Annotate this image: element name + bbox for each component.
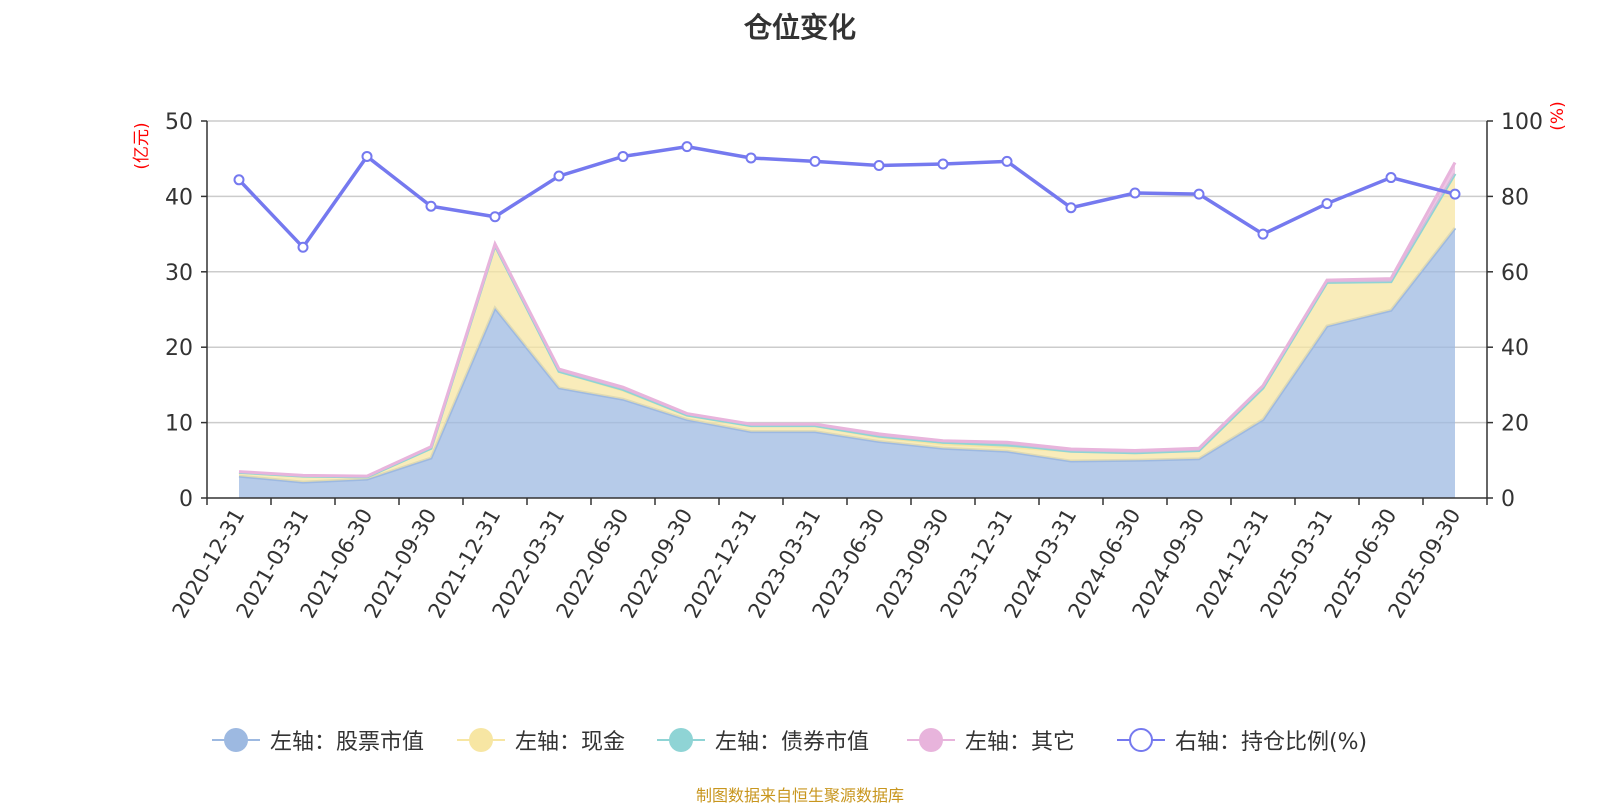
right-axis-tick-label: 80 <box>1501 185 1529 210</box>
left-axis-tick-label: 50 <box>165 110 193 135</box>
ratio-point <box>1321 198 1333 210</box>
ratio-point <box>1257 228 1269 240</box>
ratio-point <box>425 200 437 212</box>
legend-item[interactable]: 左轴：其它 <box>905 722 1075 758</box>
left-axis-tick-label: 0 <box>179 487 193 512</box>
right-axis-tick-label: 0 <box>1501 487 1515 512</box>
left-axis-tick-label: 30 <box>165 261 193 286</box>
ratio-point <box>1001 155 1013 167</box>
left-axis-unit-label: (亿元) <box>132 122 152 169</box>
right-axis-tick-label: 20 <box>1501 412 1529 437</box>
legend: 左轴：股票市值 左轴：现金 左轴：债券市值 左轴：其它 右轴：持仓比例(%) <box>0 722 1600 762</box>
ratio-point <box>361 150 373 162</box>
left-axis-tick-label: 10 <box>165 412 193 437</box>
ratio-point <box>617 150 629 162</box>
ratio-point <box>1129 187 1141 199</box>
legend-label: 左轴：债券市值 <box>715 730 870 755</box>
ratio-point <box>233 174 245 186</box>
ratio-point <box>1193 188 1205 200</box>
ratio-point <box>489 211 501 223</box>
ratio-line-path <box>237 144 1456 251</box>
ratio-point <box>1065 202 1077 214</box>
ratio-point <box>745 152 757 164</box>
legend-symbol <box>1115 722 1167 758</box>
legend-symbol <box>455 722 507 758</box>
ratio-point <box>873 159 885 171</box>
legend-symbol <box>655 722 707 758</box>
right-axis-tick-label: 100 <box>1501 110 1543 135</box>
legend-item[interactable]: 左轴：债券市值 <box>655 722 869 758</box>
area-edge-左轴：其它 <box>238 161 1457 478</box>
ratio-line <box>233 141 1461 253</box>
legend-item[interactable]: 左轴：股票市值 <box>210 722 424 758</box>
left-axis-tick-label: 40 <box>165 185 193 210</box>
ratio-point <box>809 155 821 167</box>
legend-symbol <box>905 722 957 758</box>
legend-label: 左轴：现金 <box>515 730 626 755</box>
left-axis-tick-label: 20 <box>165 336 193 361</box>
stacked-areas <box>238 161 1457 498</box>
ratio-point <box>1449 188 1461 200</box>
ratio-point <box>1385 172 1397 184</box>
source-note: 制图数据来自恒生聚源数据库 <box>695 786 904 805</box>
ratio-point <box>681 141 693 153</box>
area-左轴：现金 <box>239 173 1455 483</box>
legend-item[interactable]: 右轴：持仓比例(%) <box>1115 722 1367 758</box>
legend-item[interactable]: 左轴：现金 <box>455 722 625 758</box>
legend-symbol <box>210 722 262 758</box>
ratio-point <box>937 158 949 170</box>
area-左轴：股票市值 <box>239 228 1455 498</box>
chart-title: 仓位变化 <box>743 11 856 44</box>
legend-label: 右轴：持仓比例(%) <box>1175 730 1368 755</box>
legend-label: 左轴：其它 <box>965 730 1076 755</box>
ratio-point <box>553 170 565 182</box>
legend-label: 左轴：股票市值 <box>270 730 425 755</box>
ratio-point <box>297 241 309 253</box>
right-axis-tick-label: 40 <box>1501 336 1529 361</box>
right-axis-unit-label: (%) <box>1548 101 1568 130</box>
right-axis-tick-label: 60 <box>1501 261 1529 286</box>
